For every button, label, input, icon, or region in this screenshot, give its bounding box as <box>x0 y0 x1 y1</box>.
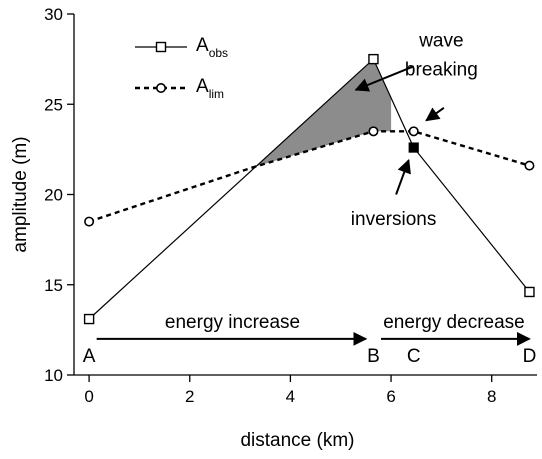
series-point-obs <box>83 313 95 325</box>
legend-marker-lim <box>156 83 167 94</box>
x-tick-label: 6 <box>386 387 395 406</box>
legend-label: Alim <box>196 76 224 101</box>
axes <box>67 13 537 382</box>
x-tick-label: 2 <box>185 387 194 406</box>
y-tick-label: 25 <box>44 95 63 114</box>
annotation-text: energy decrease <box>383 312 525 333</box>
legend-entry-lim: Alim <box>135 76 224 101</box>
x-tick-label: 0 <box>84 387 93 406</box>
y-tick-label: 30 <box>44 5 63 24</box>
series-point-lim <box>84 216 95 227</box>
annotation-text: wave <box>418 30 463 51</box>
y-tick-label: 10 <box>44 366 63 385</box>
annotation-arrows <box>96 65 531 346</box>
series-point-obs <box>524 286 535 298</box>
chart-text: 0 2 4 6 8 10 15 20 25 30 distance (km) amplitude (m… <box>10 5 536 451</box>
annotation-arrow <box>395 158 411 195</box>
series-point-obs <box>368 53 379 65</box>
series-line-obs <box>88 58 530 320</box>
series-lines <box>88 58 530 320</box>
x-tick-label: 4 <box>286 387 295 406</box>
annotation-text: breaking <box>405 59 478 80</box>
y-tick-label: 15 <box>44 276 63 295</box>
annotation-arrow <box>354 65 415 92</box>
series-point-lim <box>524 160 535 171</box>
annotation-text: energy increase <box>165 312 300 333</box>
point-label: A <box>83 346 96 367</box>
shaded-region <box>252 59 392 170</box>
y-tick-label: 20 <box>44 186 63 205</box>
legend: Aobs Alim <box>135 35 228 101</box>
point-label: B <box>367 346 380 367</box>
point-label: D <box>523 346 537 367</box>
point-label: C <box>407 346 421 367</box>
annotation-text: inversions <box>351 209 437 230</box>
legend-label: Aobs <box>196 35 228 60</box>
series-point-lim <box>368 126 379 137</box>
wave-breaking-shade <box>252 59 392 170</box>
series-point-obs-filled <box>408 142 419 153</box>
series-markers <box>83 53 535 325</box>
legend-label-subscript: obs <box>209 46 228 60</box>
legend-label-subscript: lim <box>209 87 224 101</box>
x-tick-label: 8 <box>487 387 496 406</box>
legend-marker-obs <box>155 41 167 53</box>
legend-entry-obs: Aobs <box>135 35 228 60</box>
series-point-lim <box>408 126 419 137</box>
x-axis-label: distance (km) <box>240 430 354 451</box>
y-axis-label: amplitude (m) <box>10 136 31 252</box>
annotation-arrow <box>425 107 445 122</box>
